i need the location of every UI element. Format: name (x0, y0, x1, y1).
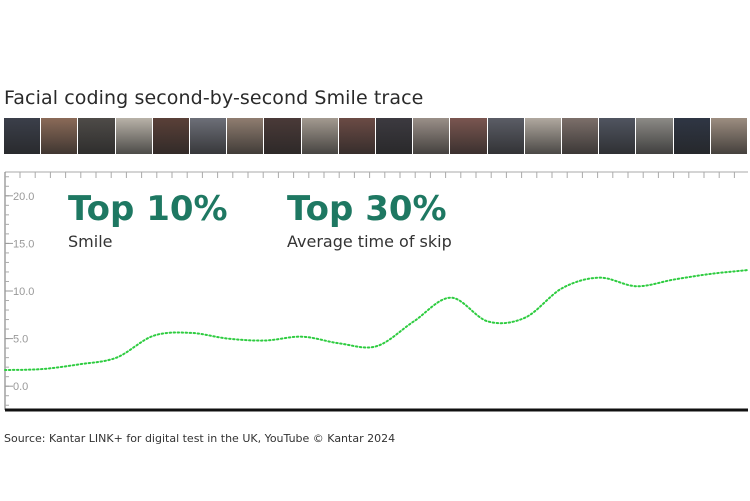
y-tick-label: 15.0 (13, 238, 34, 250)
filmstrip-frame (524, 118, 562, 154)
filmstrip-frame (41, 118, 78, 154)
filmstrip-frame (636, 118, 673, 154)
filmstrip-frame (4, 118, 41, 154)
smile-trace-chart: 0.0 5.0 10.0 15.0 20.0 (4, 171, 749, 412)
filmstrip-frame (673, 118, 710, 154)
smile-trace-line (4, 269, 749, 372)
y-tick-label: 20.0 (13, 191, 34, 203)
stat-skip: Top 30% Average time of skip (287, 190, 452, 251)
filmstrip-frame (78, 118, 115, 154)
filmstrip-frame (599, 118, 636, 154)
stat-skip-value: Top 30% (287, 189, 447, 229)
stat-smile-label: Smile (68, 232, 113, 251)
filmstrip-frame (413, 118, 450, 154)
filmstrip-frame (562, 118, 599, 154)
y-tick-label: 10.0 (13, 286, 34, 298)
filmstrip-frame (115, 118, 152, 154)
filmstrip-frame (152, 118, 190, 154)
filmstrip-frame (227, 118, 264, 154)
stat-skip-label: Average time of skip (287, 232, 452, 251)
stat-smile-value: Top 10% (68, 189, 228, 229)
filmstrip-frame (450, 118, 487, 154)
filmstrip-frame (487, 118, 524, 154)
filmstrip-frame (190, 118, 227, 154)
stat-smile: Top 10% Smile (68, 190, 228, 251)
filmstrip-frame (338, 118, 376, 154)
video-filmstrip (4, 118, 748, 154)
filmstrip-frame (710, 118, 748, 154)
chart-title: Facial coding second-by-second Smile tra… (4, 87, 424, 109)
filmstrip-frame (301, 118, 338, 154)
y-tick-label: 0.0 (13, 381, 28, 393)
filmstrip-frame (264, 118, 301, 154)
y-tick-label: 5.0 (13, 334, 28, 346)
filmstrip-frame (376, 118, 413, 154)
source-note: Source: Kantar LINK+ for digital test in… (4, 432, 396, 445)
